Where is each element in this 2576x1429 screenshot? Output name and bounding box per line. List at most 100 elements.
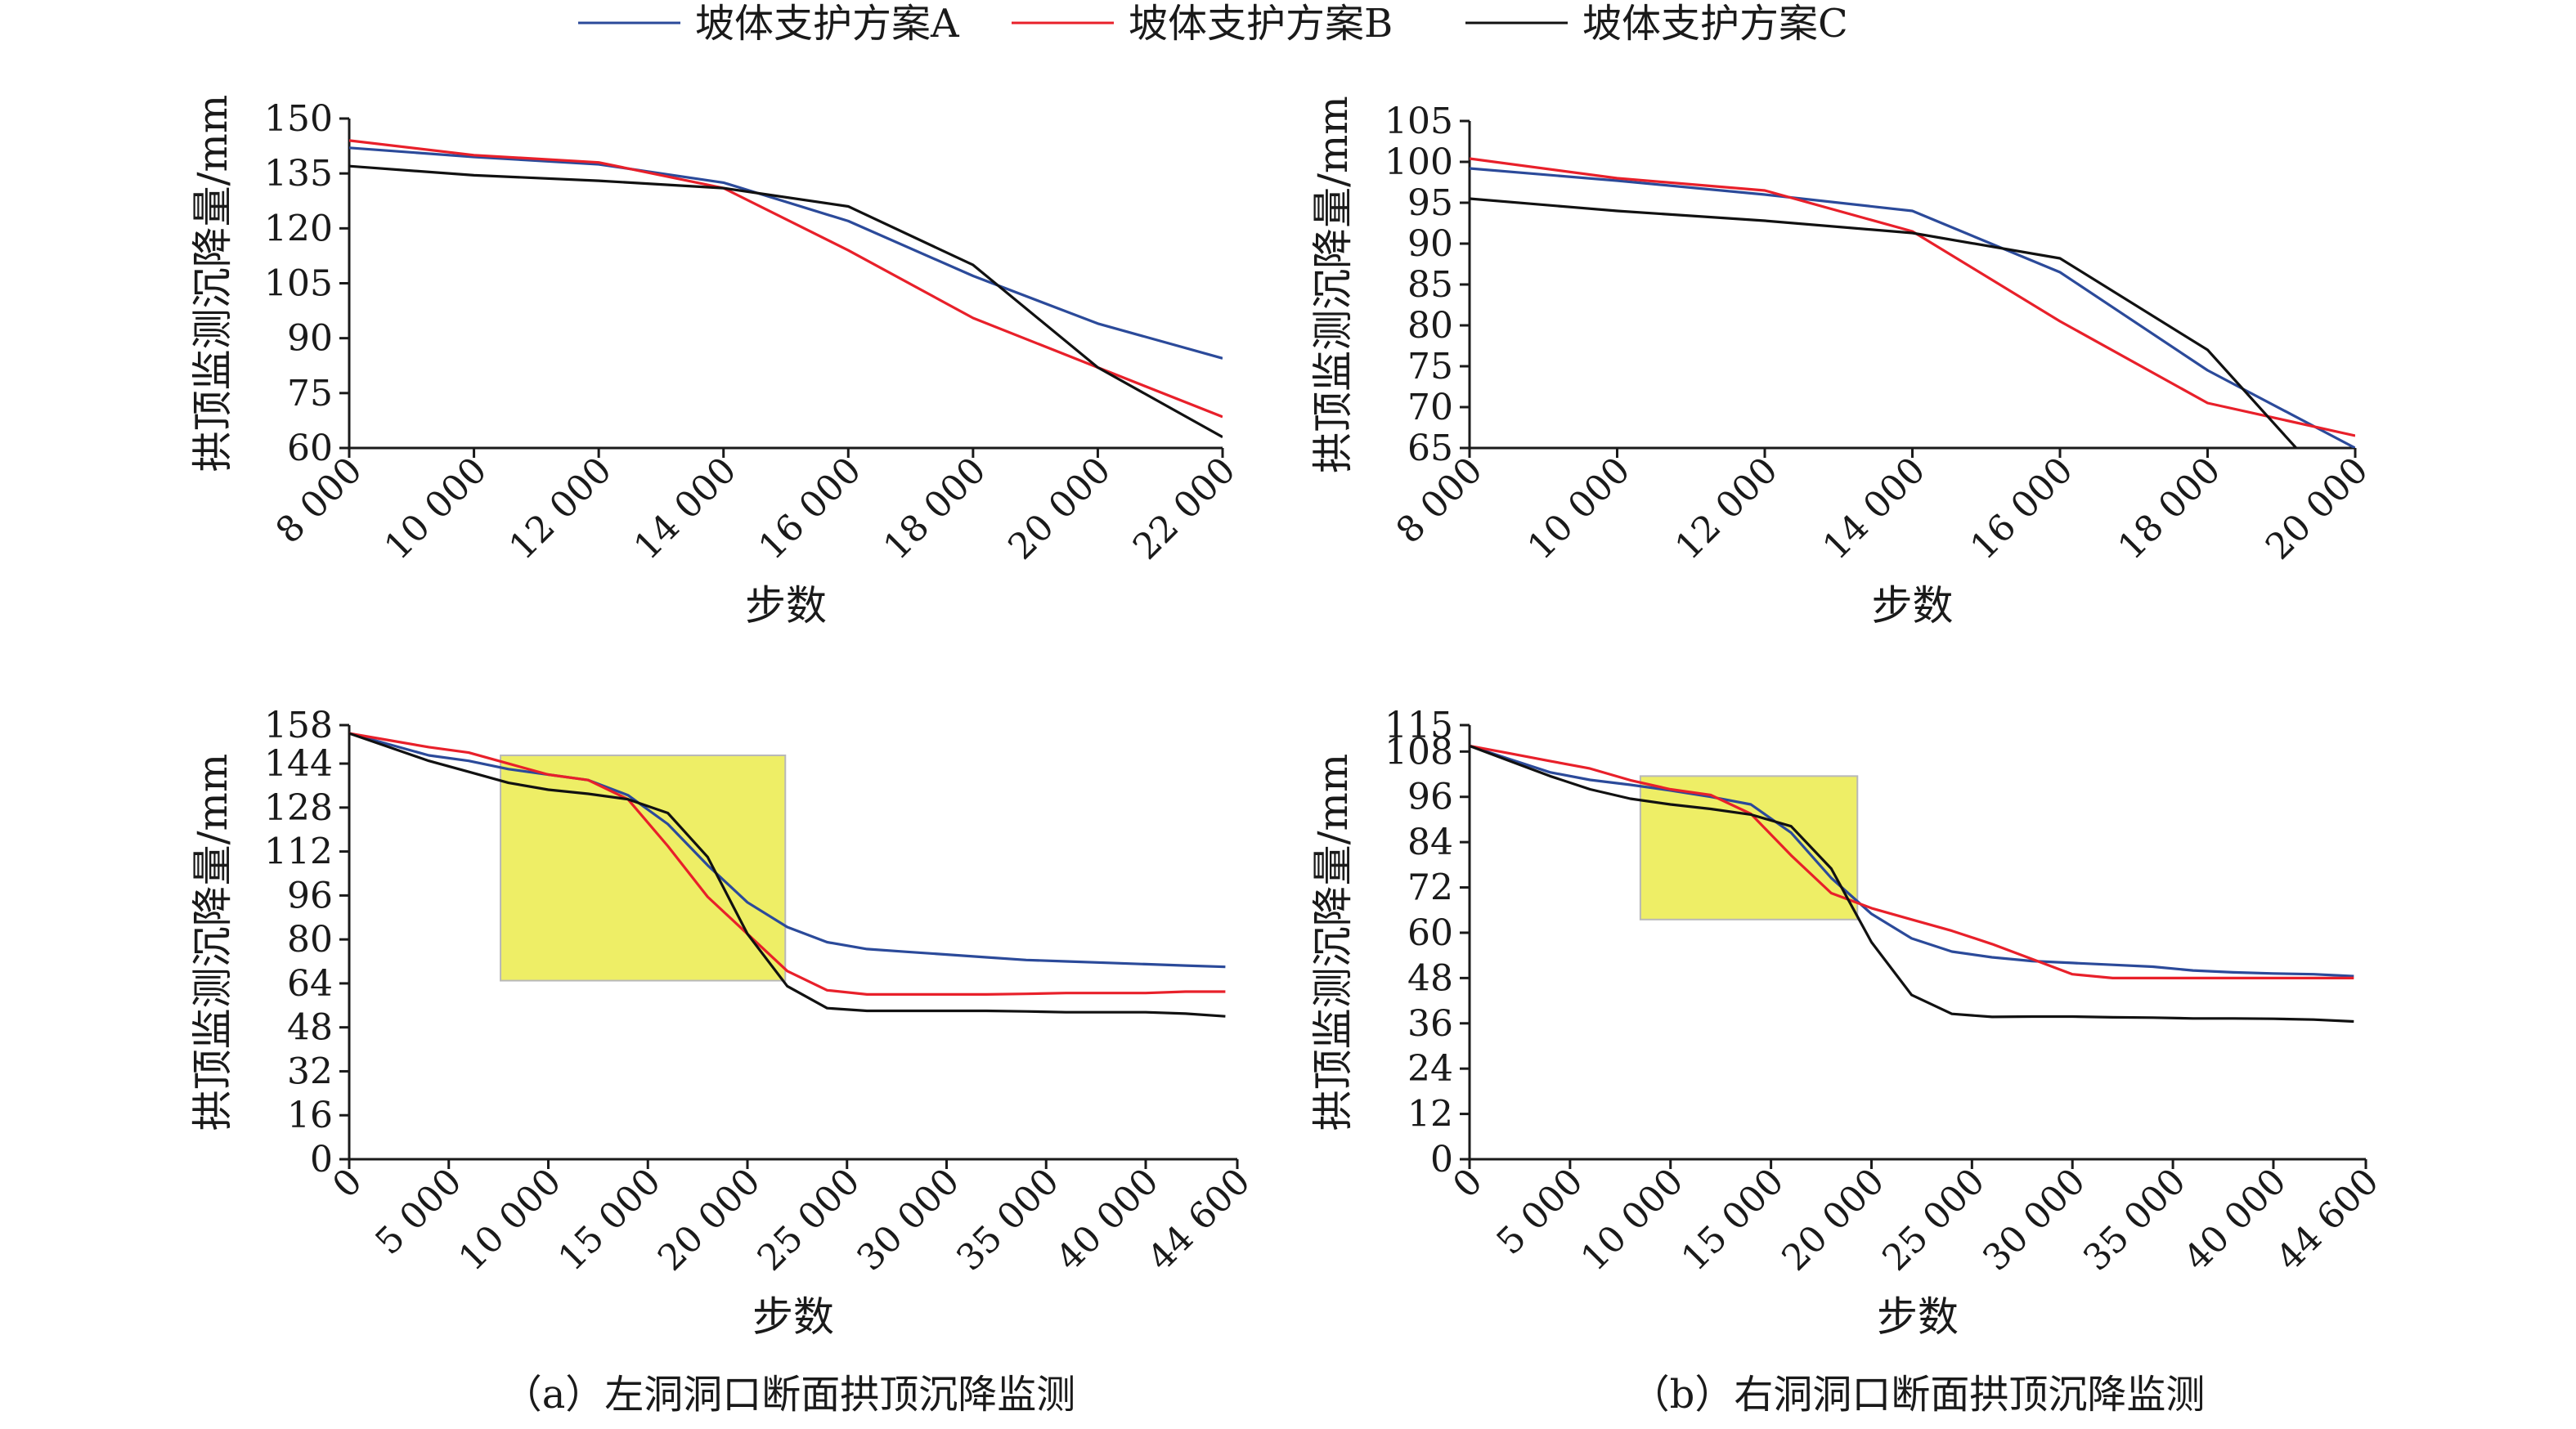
legend-label-c: 坡体支护方案C xyxy=(1582,1,1848,47)
chart-left-top-plot-area xyxy=(349,139,1223,438)
chart-right-top-y-tick-label: 100 xyxy=(1384,141,1453,183)
chart-right-top-plot-area xyxy=(1470,157,2355,448)
chart-left-top-y-tick-label: 60 xyxy=(287,428,333,469)
chart-right-bottom-y-axis-label: 拱顶监测沉降量/mm xyxy=(1309,754,1357,1131)
chart-right-top-y-tick-label: 65 xyxy=(1407,428,1453,469)
chart-right-bottom-y-tick-label: 84 xyxy=(1407,822,1453,863)
chart-right-bottom-y-tick-label: 108 xyxy=(1384,731,1453,773)
chart-right-top-series-c-line xyxy=(1470,197,2297,448)
chart-left-bottom-y-tick-label: 48 xyxy=(287,1007,333,1049)
legend-label-b: 坡体支护方案B xyxy=(1129,1,1393,47)
chart-left-bottom-x-tick-label: 10 000 xyxy=(451,1161,569,1279)
chart-right-bottom-y-tick-label: 0 xyxy=(1430,1139,1453,1180)
chart-right-top-x-tick-label: 10 000 xyxy=(1519,450,1638,568)
chart-left-top-x-tick-label: 18 000 xyxy=(876,450,994,568)
chart-right-top-x-tick-label: 14 000 xyxy=(1815,450,1933,568)
chart-right-bottom-highlight-box xyxy=(1639,775,1859,921)
chart-left-top-x-tick-label: 22 000 xyxy=(1125,450,1244,568)
chart-right-top-x-tick-label: 18 000 xyxy=(2110,450,2228,568)
chart-left-top-y-tick-label: 135 xyxy=(264,153,333,195)
chart-left-top-x-tick-label: 20 000 xyxy=(1000,450,1119,568)
chart-right-bottom-x-tick-label: 15 000 xyxy=(1673,1161,1792,1279)
chart-left-top-x-axis-label: 步数 xyxy=(745,582,827,629)
chart-left-top-y-tick-label: 105 xyxy=(264,263,333,305)
chart-right-bottom-x-tick-label: 25 000 xyxy=(1874,1161,1993,1279)
chart-right-bottom-y-tick-label: 48 xyxy=(1407,957,1453,999)
chart-left-top-y-tick-label: 150 xyxy=(264,98,333,140)
chart-left-top-series-c-line xyxy=(349,164,1223,438)
chart-right-bottom-plot-area xyxy=(1470,744,2354,1024)
chart-left-bottom-series-c-line xyxy=(349,732,1226,1018)
chart-left-bottom-x-tick-label: 40 000 xyxy=(1048,1161,1167,1279)
chart-left-bottom-y-tick-label: 158 xyxy=(264,705,333,746)
chart-left-bottom-y-tick-label: 64 xyxy=(287,963,333,1005)
chart-right-top-y-tick-label: 90 xyxy=(1407,223,1453,265)
chart-right-bottom-y-tick-label: 60 xyxy=(1407,912,1453,954)
chart-left-bottom-series-a-line xyxy=(349,732,1226,969)
legend: 坡体支护方案A 坡体支护方案B 坡体支护方案C xyxy=(578,1,1848,47)
chart-left-bottom-y-tick-label: 16 xyxy=(287,1095,333,1136)
chart-right-top-y-axis-label: 拱顶监测沉降量/mm xyxy=(1309,96,1357,473)
chart-left-bottom-y-tick-label: 96 xyxy=(287,875,333,916)
chart-right-bottom-y-tick-label: 72 xyxy=(1407,867,1453,909)
chart-left-bottom-series-b-line xyxy=(349,732,1226,997)
chart-right-top-y-tick-label: 70 xyxy=(1407,387,1453,428)
chart-left-top-y-axis-label: 拱顶监测沉降量/mm xyxy=(189,95,236,473)
chart-left-bottom-y-tick-label: 112 xyxy=(264,831,333,873)
chart-left-top-y-tick-label: 75 xyxy=(287,373,333,414)
chart-left-bottom-highlight-box xyxy=(500,754,787,982)
chart-right-top-y-tick-label: 85 xyxy=(1407,264,1453,306)
chart-right-bottom-x-tick-label: 10 000 xyxy=(1573,1161,1692,1279)
chart-right-top-y-tick-label: 105 xyxy=(1384,101,1453,142)
chart-right-top-y-tick-label: 95 xyxy=(1407,182,1453,224)
chart-left-top-x-tick-label: 10 000 xyxy=(376,450,495,568)
chart-right-bottom-x-tick-label: 30 000 xyxy=(1975,1161,2094,1279)
chart-right-bottom-series-c-line xyxy=(1470,744,2354,1024)
chart-right-top-series-b-line xyxy=(1470,157,2355,437)
chart-right-top-series-a-line xyxy=(1470,167,2355,448)
chart-right-bottom-x-tick-label: 20 000 xyxy=(1774,1161,1892,1279)
chart-left-bottom-y-tick-label: 0 xyxy=(310,1139,333,1180)
chart-left-top-x-tick-label: 12 000 xyxy=(501,450,620,568)
chart-right-bottom-y-tick-label: 115 xyxy=(1384,705,1453,746)
chart-right-top-y-tick-label: 80 xyxy=(1407,305,1453,347)
chart-left-bottom-y-tick-label: 128 xyxy=(264,787,333,829)
chart-right-bottom-y-tick-label: 24 xyxy=(1407,1048,1453,1090)
chart-right-bottom-x-tick-label: 35 000 xyxy=(2076,1161,2194,1279)
chart-right-top-x-axis-label: 步数 xyxy=(1872,582,1954,629)
chart-left-top-y-tick-label: 90 xyxy=(287,318,333,360)
chart-left-top-series-a-line xyxy=(349,146,1223,360)
chart-left-bottom-x-axis-label: 步数 xyxy=(752,1293,834,1341)
chart-left-top-y-tick-label: 120 xyxy=(264,208,333,249)
chart-left-bottom-x-tick-label: 30 000 xyxy=(849,1161,967,1279)
chart-left-top-series-b-line xyxy=(349,139,1223,419)
chart-right-bottom-y-tick-label: 12 xyxy=(1407,1094,1453,1136)
chart-left-bottom-y-axis-label: 拱顶监测沉降量/mm xyxy=(189,754,236,1131)
chart-left-bottom-plot-area xyxy=(349,732,1226,1018)
chart-left-bottom-x-tick-label: 15 000 xyxy=(550,1161,669,1279)
chart-right-top-x-tick-label: 12 000 xyxy=(1667,450,1786,568)
chart-left-bottom-x-tick-label: 35 000 xyxy=(949,1161,1067,1279)
chart-left-bottom-x-tick-label: 20 000 xyxy=(650,1161,769,1279)
chart-right-bottom-x-axis-label: 步数 xyxy=(1877,1293,1959,1341)
chart-right-bottom-series-a-line xyxy=(1470,744,2354,978)
chart-left-bottom-x-tick-label: 25 000 xyxy=(750,1161,868,1279)
chart-left-bottom-y-tick-label: 80 xyxy=(287,919,333,961)
chart-right-top-x-tick-label: 16 000 xyxy=(1963,450,2081,568)
chart-left-top-x-tick-label: 14 000 xyxy=(626,450,745,568)
chart-right-bottom-x-tick-label: 44 600 xyxy=(2269,1161,2387,1279)
legend-label-a: 坡体支护方案A xyxy=(695,1,960,47)
chart-left-bottom-x-tick-label: 44 600 xyxy=(1140,1161,1259,1279)
chart-left-bottom-y-tick-label: 144 xyxy=(264,743,333,785)
chart-left-top-x-tick-label: 16 000 xyxy=(751,450,869,568)
chart-right-bottom-y-tick-label: 36 xyxy=(1407,1003,1453,1045)
chart-right-bottom-series-b-line xyxy=(1470,744,2354,980)
chart-right-bottom-y-tick-label: 96 xyxy=(1407,777,1453,818)
caption-b: （b）右洞洞口断面拱顶沉降监测 xyxy=(1631,1372,2206,1418)
chart-right-top-x-tick-label: 20 000 xyxy=(2258,450,2376,568)
chart-right-bottom-x-tick-label: 40 000 xyxy=(2176,1161,2295,1279)
